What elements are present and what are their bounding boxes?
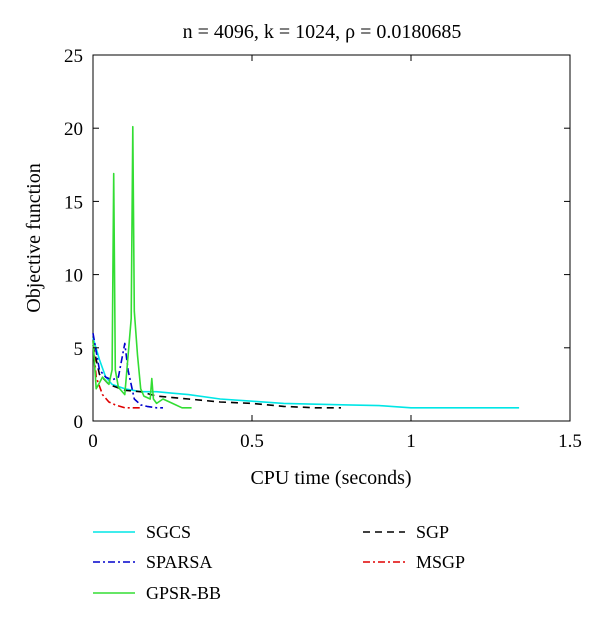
series-line-sparsa xyxy=(92,333,163,409)
plot-frame xyxy=(92,54,571,422)
x-tick-label: 0 xyxy=(88,431,98,452)
series-line-gpsr-bb xyxy=(92,125,192,409)
y-axis-label: Objective function xyxy=(23,163,45,312)
x-axis-label: CPU time (seconds) xyxy=(250,467,411,489)
y-tick-label: 25 xyxy=(64,46,83,67)
x-tick-label: 0.5 xyxy=(240,431,264,452)
series-layer xyxy=(92,125,520,409)
y-tick-label: 0 xyxy=(74,412,84,433)
y-tick-label: 10 xyxy=(64,266,83,287)
legend-label: SGP xyxy=(416,522,449,542)
y-tick-label: 5 xyxy=(74,339,84,360)
y-tick-label: 15 xyxy=(64,192,83,213)
legend-label: SPARSA xyxy=(146,552,212,572)
legend: SGCS SGP SPARSA MSGP GPSR-BB xyxy=(93,522,465,603)
legend-label: GPSR-BB xyxy=(146,583,221,603)
chart-title: n = 4096, k = 1024, ρ = 0.0180685 xyxy=(183,21,462,43)
x-tick-label: 1.5 xyxy=(558,431,582,452)
legend-label: SGCS xyxy=(146,522,191,542)
series-line-sgcs xyxy=(92,337,520,409)
y-tick-label: 20 xyxy=(64,119,83,140)
legend-label: MSGP xyxy=(416,552,465,572)
x-tick-label: 1 xyxy=(406,431,416,452)
tick-layer: 0 0.5 1 1.5 0 5 10 15 20 25 xyxy=(64,46,582,452)
